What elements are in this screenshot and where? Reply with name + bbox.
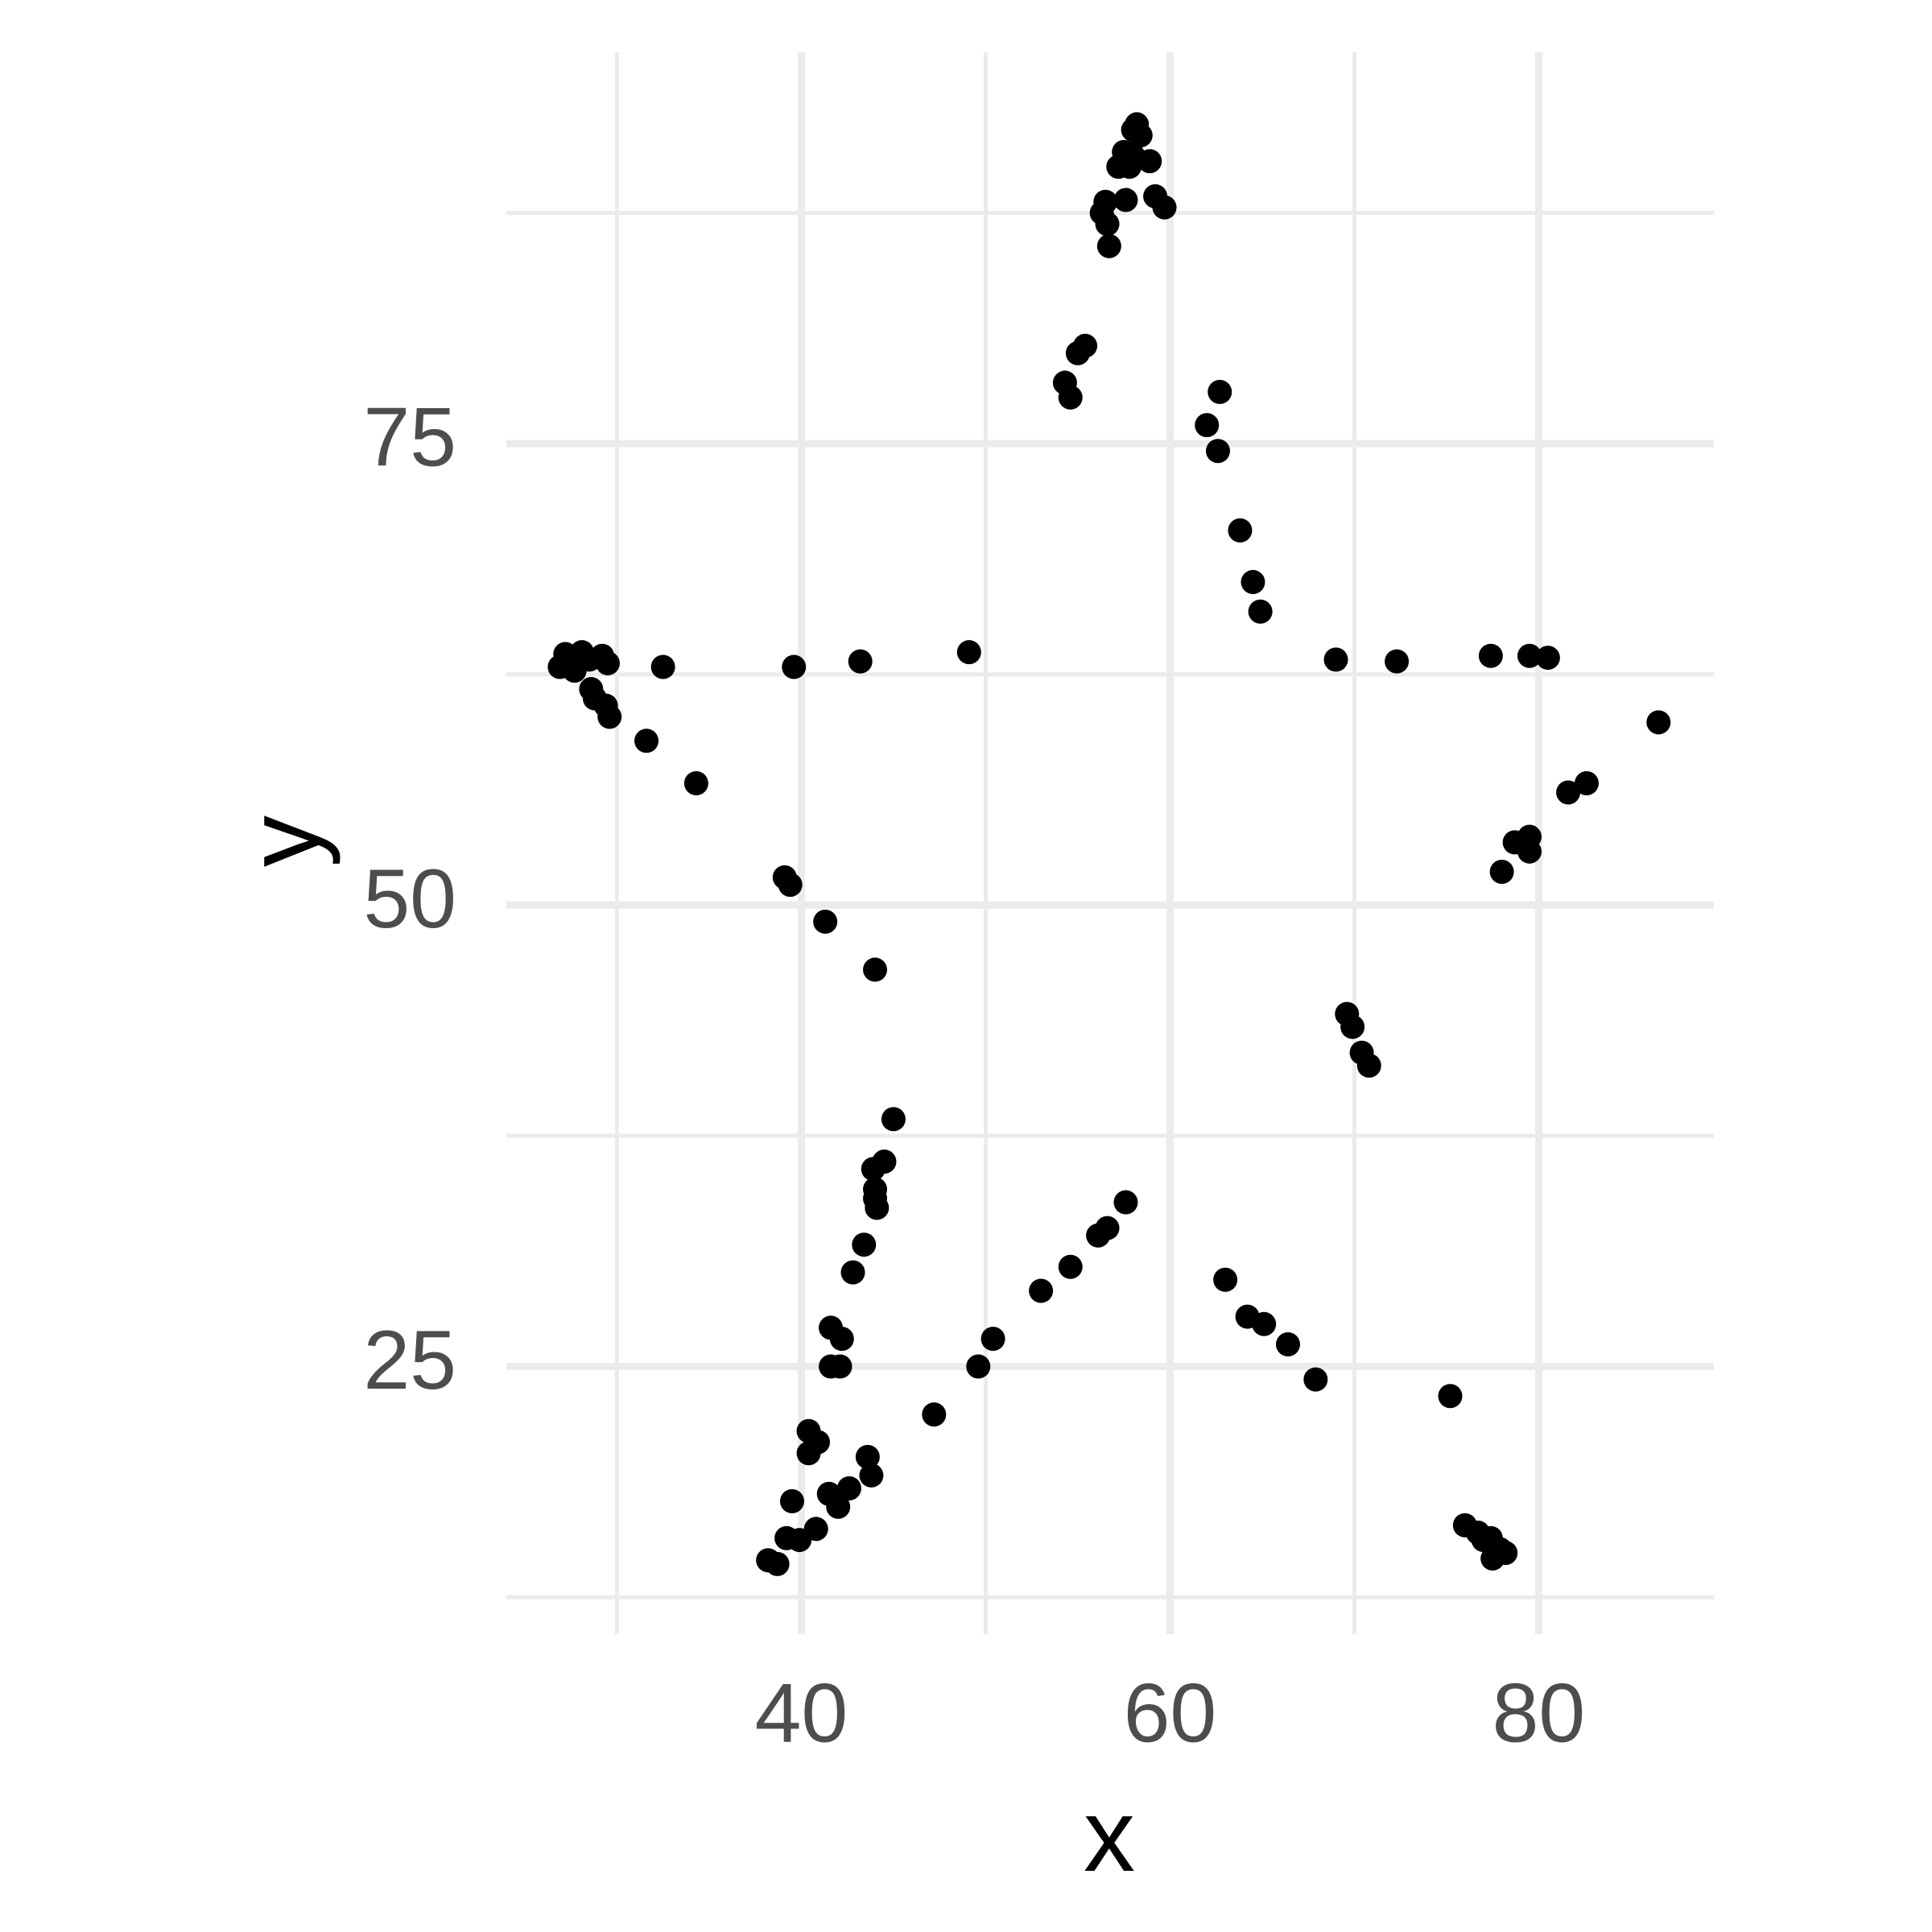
point (956, 640, 981, 665)
point (840, 1260, 865, 1285)
point (1029, 1278, 1054, 1303)
point (779, 1488, 804, 1513)
point (778, 873, 803, 898)
point (1489, 860, 1514, 885)
point (829, 1327, 854, 1352)
point (1195, 413, 1220, 438)
point (1275, 1332, 1300, 1357)
point (1228, 518, 1253, 543)
point (1438, 1384, 1463, 1409)
point (1058, 1254, 1083, 1279)
point (966, 1354, 991, 1379)
point (1058, 385, 1083, 410)
point (1478, 643, 1503, 668)
point (1646, 710, 1671, 735)
point (1095, 1216, 1120, 1241)
point (1128, 123, 1153, 148)
y-tick-label: 25 (363, 1314, 456, 1407)
point (1152, 195, 1177, 220)
point (861, 1157, 886, 1182)
grid (506, 52, 1714, 1634)
point (765, 1551, 790, 1576)
point (1117, 155, 1142, 180)
point (980, 1327, 1005, 1352)
x-tick-label: 60 (1124, 1666, 1217, 1760)
point (782, 654, 807, 679)
point (1356, 1053, 1381, 1078)
y-axis-title: y (226, 815, 341, 867)
point (855, 1444, 880, 1469)
point (1248, 599, 1273, 624)
point (828, 1354, 852, 1379)
x-axis-title: x (1084, 1778, 1135, 1893)
points (547, 112, 1671, 1576)
point (836, 1476, 861, 1501)
point (1385, 649, 1410, 674)
point (634, 729, 659, 753)
point (683, 770, 708, 795)
y-tick-label: 50 (363, 852, 456, 946)
point (852, 1232, 877, 1257)
point (1113, 1190, 1138, 1215)
point (1323, 647, 1348, 672)
point (1065, 341, 1090, 365)
point (796, 1441, 821, 1466)
point (863, 957, 888, 982)
point (595, 650, 620, 675)
point (1535, 646, 1560, 671)
point (1205, 439, 1230, 464)
x-tick-label: 80 (1492, 1666, 1586, 1760)
point (774, 1525, 799, 1550)
point (1137, 149, 1162, 174)
y-tick-label: 75 (363, 391, 456, 485)
point (1241, 570, 1265, 595)
point (1517, 839, 1542, 864)
point (1471, 1528, 1496, 1553)
point (1517, 643, 1542, 668)
point (1252, 1311, 1277, 1336)
point (813, 909, 838, 934)
point (1213, 1267, 1238, 1292)
point (1208, 379, 1232, 404)
point (859, 1463, 884, 1488)
point (881, 1107, 906, 1132)
point (1096, 233, 1121, 258)
point (1340, 1014, 1365, 1039)
point (597, 704, 622, 729)
x-tick-label: 40 (755, 1666, 848, 1760)
point (1574, 770, 1599, 795)
point (826, 1494, 851, 1519)
point (922, 1402, 947, 1427)
point (848, 649, 873, 674)
point (865, 1195, 890, 1220)
point (650, 654, 675, 679)
point (1113, 188, 1138, 213)
point (1493, 1541, 1518, 1566)
point (1095, 212, 1120, 237)
point (1303, 1367, 1328, 1392)
point (1556, 780, 1581, 805)
